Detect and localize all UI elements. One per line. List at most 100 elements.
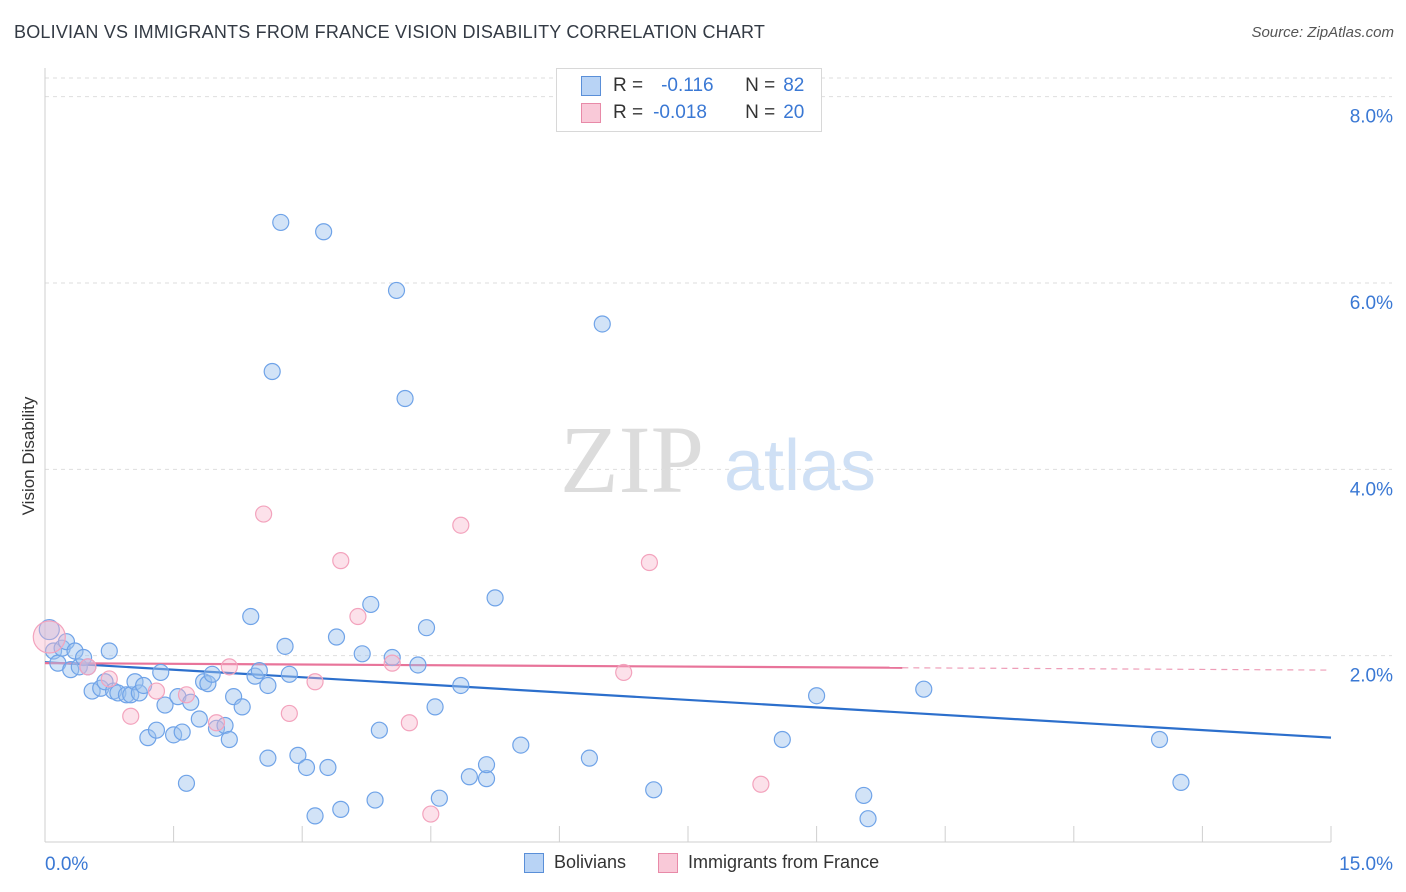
point-bolivians [332,800,350,818]
point-bolivians [220,730,238,749]
point-bolivians [915,680,933,698]
point-bolivians [126,673,144,691]
trend-line-france-extension [902,667,1332,671]
point-bolivians [319,758,337,777]
point-bolivians [859,810,877,828]
point-bolivians [477,770,496,788]
point-bolivians [100,642,118,660]
point-bolivians [807,687,826,705]
point-france [100,670,118,688]
y-tick-label: 4.0% [1350,479,1393,500]
point-bolivians [1150,730,1169,749]
watermark: ZIP atlas [560,406,876,513]
point-france [349,607,367,626]
point-france [306,673,324,691]
gridlines [45,77,1392,657]
legend-swatch-bolivians [524,852,544,873]
legend-row-bolivians: R = -0.116 N = 82 [581,74,804,98]
point-france [122,707,140,725]
point-france [383,654,401,672]
point-france [79,658,97,676]
watermark-zip: ZIP [560,406,704,513]
point-france [177,686,196,704]
point-bolivians [173,723,191,741]
tick-labels: 2.0% 4.0% 6.0% 8.0% 0.0% 15.0% [45,107,1393,875]
point-bolivians [203,665,221,683]
y-tick-label: 2.0% [1350,666,1393,687]
y-axis-label: Vision Disability [19,396,38,515]
legend-row-france: R = -0.018 N = 20 [581,101,804,125]
point-bolivians [645,781,663,799]
legend-label-bolivians: Bolivians [554,852,627,872]
point-bolivians [452,676,470,695]
point-bolivians [177,774,196,792]
point-bolivians [1172,773,1190,791]
point-bolivians [430,789,448,807]
stats-legend: R = -0.116 N = 82 R = -0.018 N = 20 [556,68,822,132]
point-bolivians [152,663,170,682]
point-bolivians [250,661,268,680]
point-bolivians [259,749,277,767]
legend-r-value: -0.018 [653,102,707,123]
y-tick-label: 6.0% [1350,293,1393,314]
point-bolivians [315,223,333,241]
legend-n-value: 82 [783,75,805,96]
point-france [640,553,659,572]
legend-item-bolivians[interactable]: Bolivians [524,852,626,873]
data-points [32,213,1190,828]
point-bolivians [383,648,401,667]
legend-swatch-bolivians [581,76,601,96]
legend-r-label: R = [613,102,644,123]
point-france [32,620,66,654]
point-france [422,805,440,823]
legend-swatch-france [581,103,601,123]
point-france [147,682,166,700]
point-france [280,704,298,723]
point-bolivians [263,362,281,381]
trend-line-bolivians [44,661,1332,739]
point-bolivians [117,686,136,704]
point-bolivians [417,619,436,637]
point-bolivians [259,676,277,695]
source-label: Source: ZipAtlas.com [1251,24,1394,41]
point-bolivians [486,589,504,607]
legend-swatch-france [658,852,679,873]
trend-line-france [44,662,903,669]
point-bolivians [353,645,371,663]
legend-label-france: Immigrants from France [688,852,880,872]
point-france [255,505,273,523]
point-bolivians [426,698,444,716]
point-bolivians [477,756,496,774]
point-bolivians [233,698,251,716]
legend-n-label: N = [745,102,776,123]
legend-item-france[interactable]: Immigrants from France [658,852,879,873]
y-tick-label: 8.0% [1350,107,1393,128]
point-bolivians [156,696,174,714]
point-bolivians [38,618,60,641]
axes [44,68,1332,843]
point-bolivians [272,213,290,232]
point-bolivians [773,730,791,749]
point-bolivians [366,791,384,809]
legend-r-label: R = [613,75,644,96]
point-bolivians [362,595,380,614]
point-bolivians [297,758,316,777]
legend-n-value: 20 [783,102,805,123]
point-france [207,714,226,732]
point-france [615,663,633,682]
point-bolivians [460,768,478,786]
chart-title: BOLIVIAN VS IMMIGRANTS FROM FRANCE VISIO… [14,22,766,42]
x-tick-label: 15.0% [1339,854,1393,875]
point-bolivians [370,721,388,739]
point-bolivians [580,749,599,767]
point-bolivians [387,281,406,300]
point-france [332,552,350,570]
legend-r-value: -0.116 [661,75,714,96]
point-bolivians [147,721,166,739]
point-bolivians [306,807,324,825]
point-bolivians [396,389,414,408]
point-bolivians [242,607,260,626]
point-bolivians [199,675,217,693]
point-bolivians [289,746,307,764]
